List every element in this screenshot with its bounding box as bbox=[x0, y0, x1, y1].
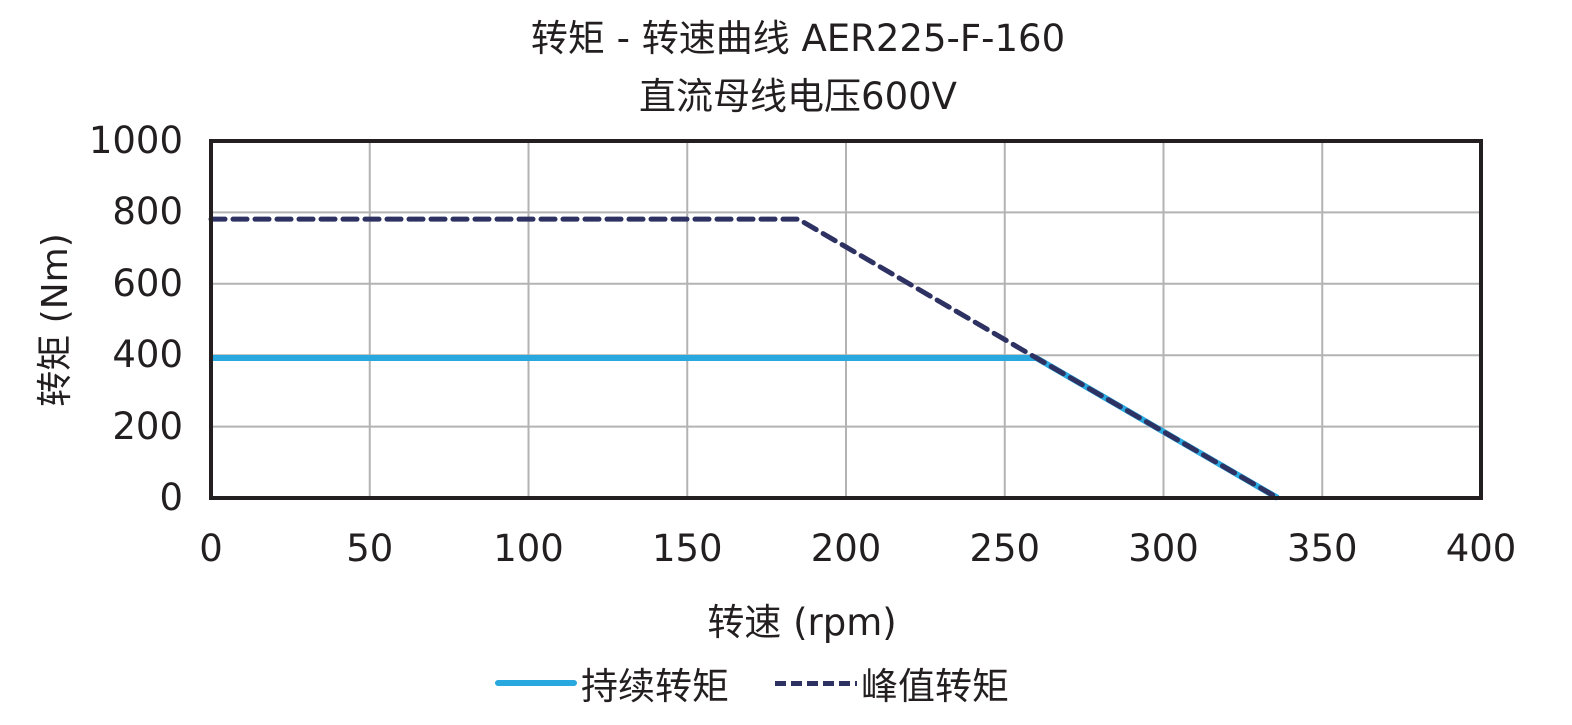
x-tick-label: 250 bbox=[969, 527, 1041, 570]
dashed-line-icon bbox=[775, 680, 857, 686]
x-tick-label: 150 bbox=[651, 527, 723, 570]
x-tick-label: 50 bbox=[346, 527, 394, 570]
x-axis-label: 转速 (rpm) bbox=[707, 601, 897, 644]
peak-torque-line bbox=[208, 216, 1281, 501]
x-tick-label: 300 bbox=[1128, 527, 1199, 570]
legend-item-peak: 峰值转矩 bbox=[775, 656, 1009, 710]
y-tick-label: 0 bbox=[159, 476, 183, 519]
continuous-torque-line bbox=[211, 355, 1280, 501]
y-tick-label: 400 bbox=[112, 333, 183, 377]
chart-subtitle: 直流母线电压600V bbox=[639, 75, 957, 118]
legend: 持续转矩 峰值转矩 bbox=[495, 656, 1009, 710]
legend-label-continuous: 持续转矩 bbox=[581, 665, 729, 708]
grid-lines bbox=[210, 140, 1482, 499]
plot-frame bbox=[209, 139, 1483, 500]
y-tick-label: 1000 bbox=[88, 119, 183, 162]
x-tick-label: 350 bbox=[1286, 527, 1358, 570]
legend-item-continuous: 持续转矩 bbox=[495, 656, 729, 710]
x-tick-label: 400 bbox=[1445, 527, 1517, 570]
solid-line-icon bbox=[495, 680, 577, 686]
y-tick-label: 800 bbox=[112, 190, 183, 234]
chart-title: 转矩 - 转速曲线 AER225-F-160 bbox=[530, 17, 1066, 60]
x-tick-label: 100 bbox=[493, 527, 564, 570]
legend-label-peak: 峰值转矩 bbox=[861, 665, 1009, 708]
y-tick-label: 200 bbox=[112, 404, 183, 448]
y-axis-label: 转矩 (Nm) bbox=[35, 233, 76, 407]
y-tick-label: 600 bbox=[112, 261, 183, 305]
x-tick-label: 0 bbox=[199, 527, 223, 570]
x-tick-label: 200 bbox=[810, 527, 882, 570]
data-series bbox=[208, 216, 1281, 501]
